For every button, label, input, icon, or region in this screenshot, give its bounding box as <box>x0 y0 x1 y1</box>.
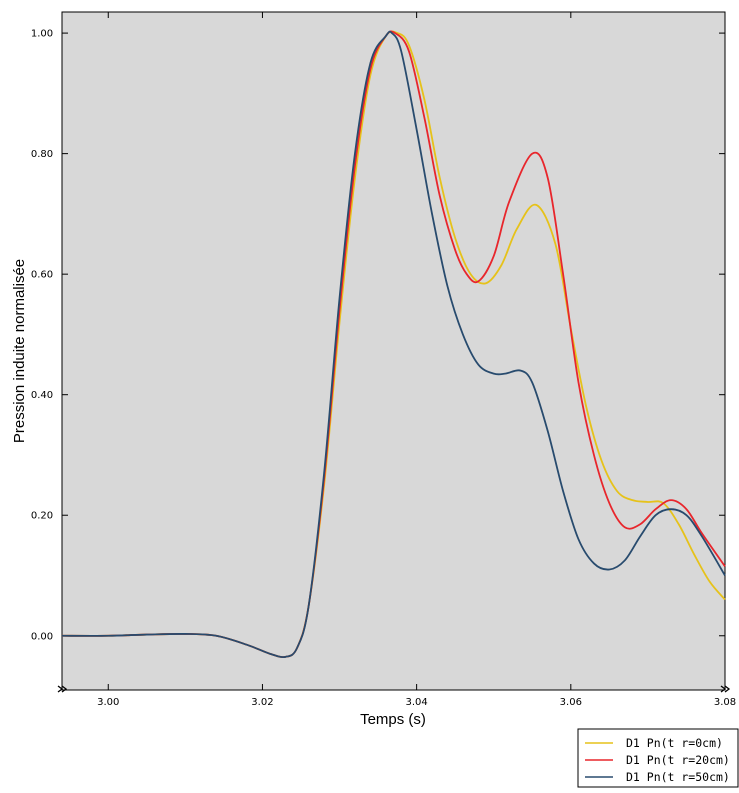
legend-label: D1 Pn(t r=20cm) <box>626 753 730 767</box>
legend-label: D1 Pn(t r=0cm) <box>626 736 723 750</box>
x-tick-label: 3.08 <box>714 697 736 708</box>
y-tick-label: 0.80 <box>31 149 53 160</box>
y-tick-label: 0.60 <box>31 270 53 281</box>
x-axis-ticks: 3.00 3.02 3.04 3.06 3.08 <box>97 12 736 708</box>
series-line-3 <box>61 30 726 658</box>
x-tick-label: 3.06 <box>560 697 582 708</box>
y-tick-label: 0.00 <box>31 631 53 642</box>
x-axis-title: Temps (s) <box>360 711 426 728</box>
legend-label: D1 Pn(t r=50cm) <box>626 770 730 784</box>
legend: D1 Pn(t r=0cm) D1 Pn(t r=20cm) D1 Pn(t r=5… <box>577 728 739 788</box>
y-tick-label: 0.40 <box>31 390 53 401</box>
legend-items: D1 Pn(t r=0cm) D1 Pn(t r=20cm) D1 Pn(t r=5… <box>585 736 730 784</box>
x-tick-label: 3.04 <box>405 697 427 708</box>
y-axis-title: Pression induite normalisée <box>11 259 28 443</box>
series-layer <box>61 30 726 658</box>
x-tick-label: 3.00 <box>97 697 119 708</box>
y-tick-label: 0.20 <box>31 511 53 522</box>
x-axis-right-arrow-icon <box>720 685 731 693</box>
y-axis-ticks: 0.00 0.20 0.40 0.60 0.80 1.00 <box>31 29 725 642</box>
plot-area <box>61 11 726 691</box>
x-tick-label: 3.02 <box>251 697 273 708</box>
y-tick-label: 1.00 <box>31 29 53 40</box>
axis-end-arrows <box>57 685 731 693</box>
x-axis-left-arrow-icon <box>57 685 68 693</box>
